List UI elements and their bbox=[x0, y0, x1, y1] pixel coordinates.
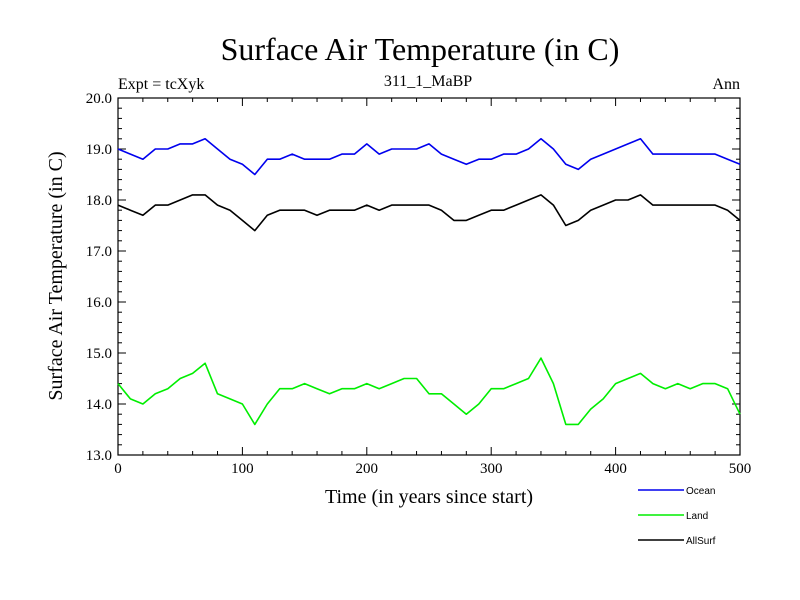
y-tick-label: 18.0 bbox=[86, 193, 112, 209]
plot-frame bbox=[117, 97, 741, 456]
chart-title: Surface Air Temperature (in C) bbox=[221, 31, 620, 67]
x-tick-label: 100 bbox=[231, 461, 254, 477]
experiment-label: Expt = tcXyk bbox=[118, 76, 204, 93]
y-tick-label: 14.0 bbox=[86, 397, 112, 413]
series-line-allsurf bbox=[117, 194, 741, 232]
y-tick-label: 15.0 bbox=[86, 346, 112, 362]
y-tick-label: 16.0 bbox=[86, 295, 112, 311]
x-axis: 0 100 200 300 400 500 bbox=[114, 98, 751, 477]
y-tick-label: 19.0 bbox=[86, 142, 112, 158]
series-line-ocean bbox=[117, 138, 741, 176]
legend: Ocean Land AllSurf bbox=[638, 486, 716, 547]
x-tick-label: 400 bbox=[604, 461, 627, 477]
x-tick-label: 300 bbox=[480, 461, 503, 477]
chart-subtitle: 311_1_MaBP bbox=[384, 73, 472, 90]
series-lines bbox=[117, 138, 741, 426]
series-line-land bbox=[117, 357, 741, 426]
legend-label-ocean: Ocean bbox=[686, 486, 715, 497]
y-tick-label: 17.0 bbox=[86, 244, 112, 260]
y-tick-label: 13.0 bbox=[86, 448, 112, 464]
x-tick-label: 500 bbox=[729, 461, 752, 477]
legend-label-allsurf: AllSurf bbox=[686, 536, 716, 547]
period-label: Ann bbox=[712, 76, 740, 93]
y-axis: 13.0 14.0 15.0 16.0 17.0 18.0 19.0 20.0 bbox=[86, 91, 740, 464]
x-axis-label: Time (in years since start) bbox=[325, 486, 533, 508]
x-tick-label: 0 bbox=[114, 461, 122, 477]
y-tick-label: 20.0 bbox=[86, 91, 112, 107]
x-tick-label: 200 bbox=[356, 461, 379, 477]
legend-label-land: Land bbox=[686, 511, 708, 522]
y-axis-label: Surface Air Temperature (in C) bbox=[45, 151, 67, 400]
